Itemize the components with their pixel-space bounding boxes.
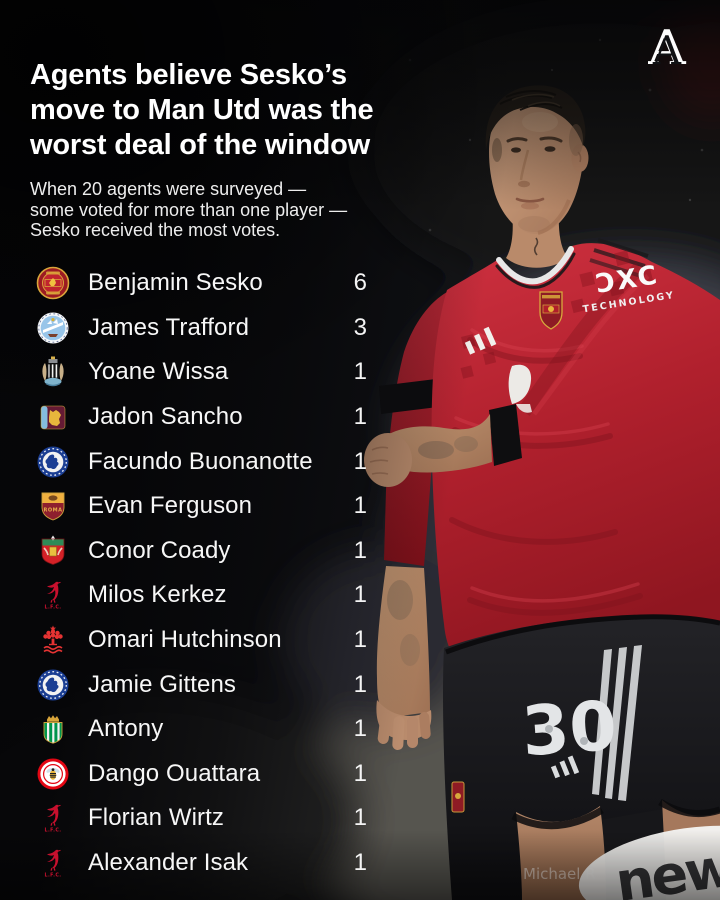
title-line-1: Agents believe Sesko’s [30, 59, 347, 91]
subtitle-line-1: When 20 agents were surveyed — [30, 179, 307, 199]
crest-chelsea-icon [36, 668, 70, 702]
vote-count: 1 [353, 804, 367, 832]
survey-row: Jadon Sancho 1 [36, 395, 367, 440]
vote-count: 3 [353, 313, 367, 341]
vote-count: 1 [353, 358, 367, 386]
vote-count: 1 [353, 581, 367, 609]
vote-count: 6 [353, 269, 367, 297]
crest-mancity-icon [36, 311, 70, 345]
survey-row: Conor Coady 1 [36, 529, 367, 574]
vote-count: 1 [353, 447, 367, 475]
vote-count: 1 [353, 492, 367, 520]
subtitle-line-2: some voted for more than one player — [30, 199, 348, 220]
player-name: Dango Ouattara [88, 759, 261, 787]
logo-letter-inner: A [652, 29, 682, 74]
player-name: Evan Ferguson [88, 492, 253, 520]
player-name: Alexander Isak [88, 849, 249, 877]
hanging-forearm [376, 566, 432, 751]
crest-forest-icon [36, 623, 70, 657]
survey-list: Benjamin Sesko 6 James Trafford 3 Yoane … [36, 261, 367, 885]
shorts-crest [451, 781, 465, 813]
player-name: Florian Wirtz [88, 804, 224, 832]
player-name: Jamie Gittens [88, 670, 237, 698]
vote-count: 1 [353, 403, 367, 431]
player-name: Antony [88, 715, 164, 743]
player-name: Omari Hutchinson [88, 626, 282, 654]
crest-liverpool-icon [36, 578, 70, 612]
title-line-3: worst deal of the window [30, 129, 370, 161]
crest-villa-icon [36, 400, 70, 434]
vote-count: 1 [353, 626, 367, 654]
survey-row: Jamie Gittens 1 [36, 662, 367, 707]
survey-row: Yoane Wissa 1 [36, 350, 367, 395]
logo-letter-outer: A [648, 20, 686, 76]
survey-row: Omari Hutchinson 1 [36, 618, 367, 663]
athletic-logo-icon: A A [643, 20, 691, 76]
crest-newcastle-icon [36, 355, 70, 389]
crest-chelsea-icon [36, 445, 70, 479]
crest-liverpool-icon [36, 846, 70, 880]
club-crest-badge [539, 291, 563, 330]
survey-row: Alexander Isak 1 [36, 841, 367, 886]
vote-count: 1 [353, 849, 367, 877]
crest-roma-icon [36, 489, 70, 523]
page-title: Agents believe Sesko’s move to Man Utd w… [30, 58, 400, 163]
page-subtitle: When 20 agents were surveyed — some vote… [30, 179, 390, 241]
player-name: Jadon Sancho [88, 403, 243, 431]
survey-row: Florian Wirtz 1 [36, 796, 367, 841]
crest-manutd-icon [36, 266, 70, 300]
crest-brentford-icon [36, 757, 70, 791]
vote-count: 1 [353, 670, 367, 698]
vote-count: 1 [353, 759, 367, 787]
player-name: Yoane Wissa [88, 358, 229, 386]
crest-liverpool-icon [36, 801, 70, 835]
survey-row: Evan Ferguson 1 [36, 484, 367, 529]
vote-count: 1 [353, 536, 367, 564]
subtitle-line-3: Sesko received the most votes. [30, 220, 281, 240]
player-name: James Trafford [88, 313, 250, 341]
title-line-2: move to Man Utd was the [30, 94, 374, 126]
survey-row: Antony 1 [36, 707, 367, 752]
survey-row: Facundo Buonanotte 1 [36, 439, 367, 484]
survey-row: James Trafford 3 [36, 306, 367, 351]
player-name: Benjamin Sesko [88, 269, 263, 297]
player-name: Conor Coady [88, 536, 231, 564]
survey-row: Dango Ouattara 1 [36, 752, 367, 797]
survey-row: Benjamin Sesko 6 [36, 261, 367, 306]
survey-row: Milos Kerkez 1 [36, 573, 367, 618]
vote-count: 1 [353, 715, 367, 743]
crest-wrexham-icon [36, 534, 70, 568]
player-name: Facundo Buonanotte [88, 447, 313, 475]
player-name: Milos Kerkez [88, 581, 227, 609]
crest-betis-icon [36, 712, 70, 746]
